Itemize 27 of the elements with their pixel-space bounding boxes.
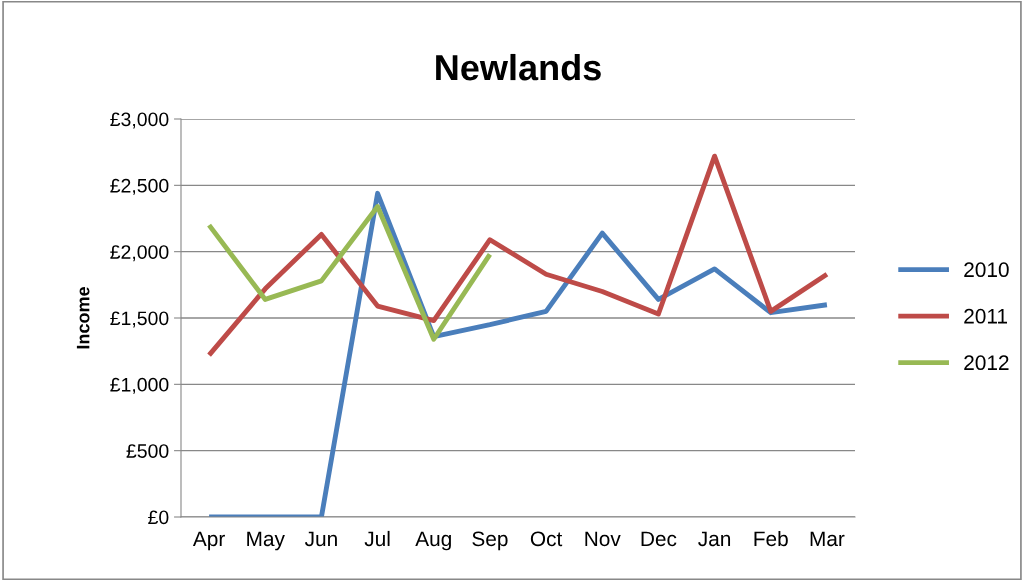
x-tick-label: Mar — [810, 531, 845, 547]
legend-label: 2011 — [964, 308, 1007, 324]
x-tick-label: Jun — [304, 531, 337, 547]
x-tick-label: Jan — [698, 531, 731, 547]
x-tick-label: Feb — [754, 530, 788, 547]
y-tick-label: £2,500 — [110, 178, 169, 195]
x-tick-label: May — [247, 531, 285, 551]
x-tick-label: Apr — [192, 531, 225, 551]
x-tick-label: Dec — [641, 531, 677, 547]
y-tick-label: £1,500 — [110, 311, 169, 328]
y-tick-label: £2,000 — [110, 245, 169, 262]
x-tick-label: Jul — [364, 530, 390, 547]
y-tick-label: £500 — [126, 444, 169, 458]
chart-title: Newlands — [436, 53, 601, 81]
legend-label: 2010 — [964, 262, 1009, 278]
legend-label: 2012 — [964, 355, 1009, 371]
x-tick-label: Oct — [530, 531, 563, 547]
y-tick-label: £0 — [148, 510, 169, 525]
line-series — [206, 190, 830, 517]
x-tick-label: Nov — [585, 531, 621, 547]
y-tick-label: £3,000 — [110, 112, 169, 129]
x-tick-label: Aug — [415, 531, 451, 551]
x-tick-label: Sep — [472, 531, 508, 551]
y-tick-label: £1,000 — [110, 377, 169, 394]
line-series — [206, 204, 493, 342]
y-axis-title: Income — [76, 287, 90, 349]
line-series — [206, 153, 830, 358]
